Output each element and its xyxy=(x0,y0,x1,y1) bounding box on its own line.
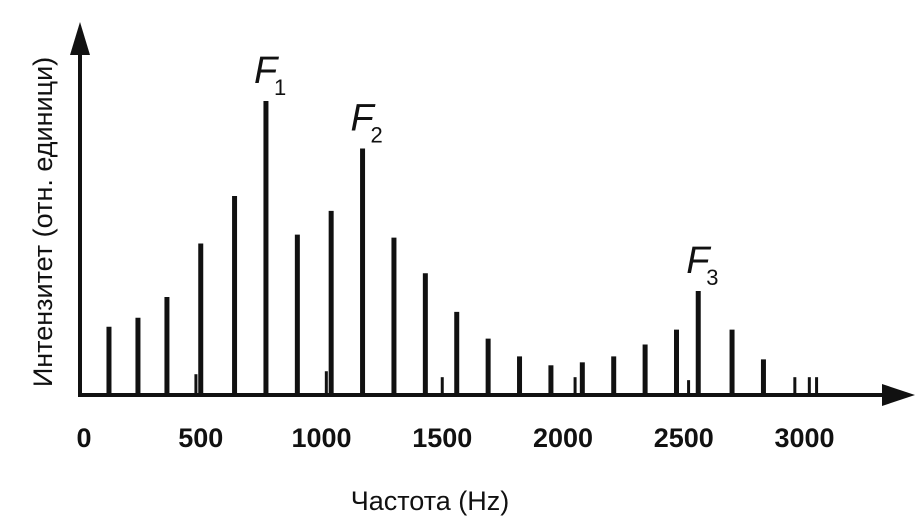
formant-subscript-1: 1 xyxy=(274,75,286,100)
x-tick-label-0: 0 xyxy=(76,423,91,453)
x-tick-labels: 0 500 1000 1500 2000 2500 3000 xyxy=(76,423,834,453)
y-axis-title: Интензитет (отн. единици) xyxy=(28,57,58,387)
formant-label-1: F xyxy=(254,50,279,92)
x-tick-label-1: 500 xyxy=(178,423,223,453)
formant-subscript-3: 3 xyxy=(706,265,718,290)
x-axis-title: Частота (Hz) xyxy=(351,486,510,516)
x-tick-label-4: 2000 xyxy=(533,423,593,453)
harmonic-bars xyxy=(106,100,819,395)
x-tick-label-5: 2500 xyxy=(654,423,714,453)
y-axis-arrow xyxy=(70,22,90,55)
x-tick-label-6: 3000 xyxy=(774,423,834,453)
x-tick-label-2: 1000 xyxy=(291,423,351,453)
x-tick-label-3: 1500 xyxy=(412,423,472,453)
x-axis-arrow xyxy=(882,384,915,406)
axes xyxy=(70,22,915,406)
formant-label-3: F xyxy=(686,240,711,282)
formant-label-2: F xyxy=(351,97,376,139)
formant-subscript-2: 2 xyxy=(371,122,383,147)
